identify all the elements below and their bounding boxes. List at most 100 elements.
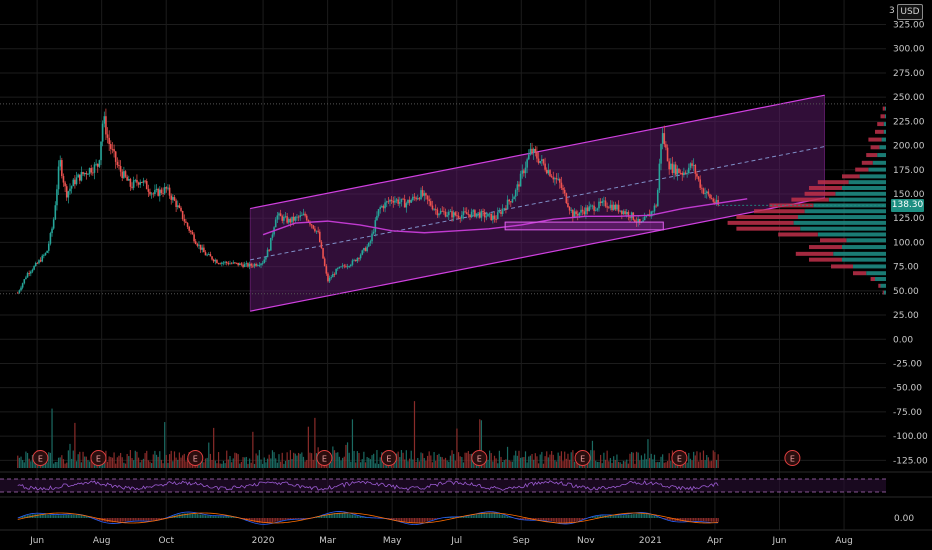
candle-body (472, 210, 475, 212)
candle-body (431, 205, 434, 210)
volume-bar (124, 463, 127, 468)
volume-bar (653, 454, 656, 468)
macd-histogram-bar (451, 517, 453, 518)
macd-histogram-bar (510, 517, 512, 518)
candle-body (51, 228, 53, 234)
macd-histogram-bar (48, 514, 50, 518)
candle-body (627, 212, 630, 217)
regression-channel[interactable] (249, 94, 825, 312)
volume-bar (235, 453, 238, 468)
volume-bar (110, 457, 112, 468)
volume-bar (448, 461, 450, 468)
volume-bar (542, 463, 545, 468)
time-axis-label: 2021 (639, 536, 662, 546)
candle-body (333, 274, 336, 275)
macd-histogram-bar (289, 518, 292, 520)
candle-body (248, 263, 251, 267)
volume-bar (67, 450, 69, 468)
candle-body (147, 189, 150, 192)
volume-bar (604, 459, 607, 468)
macd-histogram-bar (534, 518, 536, 520)
macd-histogram-bar (302, 518, 305, 519)
candle-body (425, 193, 427, 196)
volume-bar (632, 452, 634, 468)
candle-body (252, 265, 254, 267)
macd-histogram-bar (653, 515, 656, 518)
volume-bar (173, 451, 176, 468)
candle-body (30, 271, 32, 274)
candle-body (625, 212, 628, 215)
profile-bar-down (817, 180, 849, 185)
volume-bar (46, 462, 48, 468)
macd-histogram-bar (270, 518, 272, 523)
price-axis-label: -125.00 (893, 456, 928, 466)
macd-histogram-bar (262, 518, 264, 524)
candle-body (266, 249, 269, 258)
macd-histogram-bar (555, 518, 558, 523)
candle-body (439, 210, 442, 214)
candle-body (547, 170, 550, 174)
candle-body (563, 189, 566, 194)
macd-histogram-bar (582, 518, 584, 520)
candle-body (420, 190, 422, 200)
volume-bar (182, 455, 184, 468)
candle-body (567, 203, 569, 208)
candle-body (108, 137, 110, 145)
volume-bar (271, 450, 274, 468)
macd-histogram-bar (485, 513, 487, 518)
macd-histogram-bar (624, 515, 626, 518)
price-axis[interactable]: 325.00 300.00 275.00 250.00 225.00 200.00 175.… (893, 21, 928, 467)
volume-bar (221, 463, 223, 468)
macd-histogram-bar (619, 515, 621, 518)
candle-body (144, 180, 146, 182)
volume-bar (696, 451, 698, 468)
macd-histogram-bar (35, 514, 37, 518)
volume-bar (51, 408, 53, 468)
macd-histogram-bar (484, 513, 486, 518)
volume-bar (438, 453, 440, 468)
volume-bar (92, 461, 94, 468)
candle-body (508, 199, 510, 202)
currency-button[interactable]: USD (897, 4, 923, 20)
time-axis[interactable]: Jun Aug Oct 2020 Mar May Jul Sep Nov 2021 Apr Jun Au… (29, 536, 853, 546)
candle-body (524, 167, 527, 174)
candle-body (532, 148, 535, 153)
time-axis-label: Aug (93, 536, 111, 546)
candle-body (583, 211, 586, 215)
macd-histogram-bar (546, 518, 548, 521)
macd-histogram-bar (93, 518, 96, 519)
candle-body (469, 214, 471, 218)
macd-histogram-bar (338, 512, 340, 518)
volume-bar (423, 458, 425, 468)
volume-bar (206, 457, 208, 468)
macd-histogram-bar (152, 518, 154, 521)
macd-histogram-bar (505, 515, 507, 518)
macd-histogram-bar (327, 514, 329, 518)
volume-bar (157, 456, 159, 468)
profile-bar-up (817, 232, 886, 237)
candle-body (85, 172, 88, 175)
volume-bar (412, 459, 414, 468)
macd-histogram-bar (573, 518, 576, 522)
macd-histogram-bar (542, 518, 545, 521)
candle-body (201, 247, 204, 250)
profile-bar-up (881, 137, 886, 142)
price-axis-label: 125.00 (893, 214, 925, 224)
volume-bar (33, 461, 35, 468)
earnings-marker-label: E (580, 455, 585, 464)
macd-histogram-bar (206, 515, 208, 518)
candle-body (54, 205, 57, 220)
volume-bar (374, 463, 376, 468)
macd-histogram-bar (502, 514, 504, 518)
candle-body (612, 204, 615, 211)
candle-body (714, 201, 716, 204)
candle-body (247, 263, 249, 267)
macd-histogram-bar (453, 517, 455, 518)
volume-bar (444, 457, 447, 468)
macd-histogram-bar (608, 515, 610, 518)
candle-body (482, 211, 484, 213)
earnings-marker (471, 450, 488, 466)
price-axis-label: 225.00 (893, 117, 925, 127)
macd-histogram-bar (283, 518, 285, 521)
